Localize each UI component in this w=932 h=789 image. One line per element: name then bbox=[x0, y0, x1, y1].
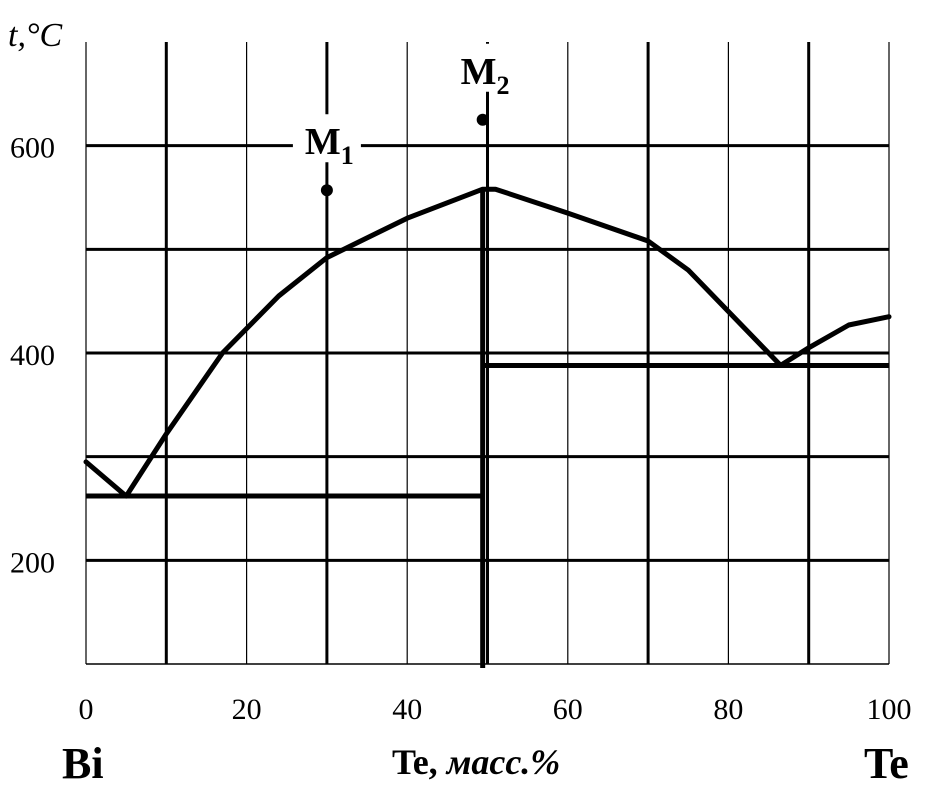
component-bi-label: Bi bbox=[62, 739, 104, 788]
x-axis-element: Te, bbox=[392, 742, 438, 782]
y-tick-label: 600 bbox=[10, 132, 55, 165]
point-marker bbox=[476, 113, 489, 126]
phase-lines bbox=[83, 186, 892, 668]
y-tick-label: 400 bbox=[10, 339, 55, 372]
point-label-bg bbox=[448, 43, 517, 92]
y-axis-label: t,°C bbox=[8, 17, 63, 54]
grid bbox=[85, 42, 890, 665]
liquidus-curve bbox=[83, 186, 892, 499]
x-tick-label: 100 bbox=[867, 693, 912, 726]
point-marker bbox=[320, 184, 333, 197]
x-tick-label: 80 bbox=[713, 693, 743, 726]
point-label: M2 bbox=[461, 51, 510, 100]
x-axis-unit: масс.% bbox=[446, 742, 561, 782]
component-te-label: Te bbox=[864, 739, 909, 788]
x-tick-label: 40 bbox=[392, 693, 422, 726]
point-label: M1 bbox=[305, 121, 354, 170]
points: M1 M2 bbox=[292, 43, 517, 197]
x-axis-label: Te, масс.% bbox=[392, 741, 560, 783]
y-tick-label: 200 bbox=[10, 546, 55, 579]
x-tick-label: 20 bbox=[232, 693, 262, 726]
point-label-bg bbox=[292, 114, 361, 163]
tick-labels: 0 20 40 60 80 100 200 400 600 bbox=[10, 132, 912, 726]
x-tick-label: 0 bbox=[79, 693, 94, 726]
x-tick-label: 60 bbox=[553, 693, 583, 726]
